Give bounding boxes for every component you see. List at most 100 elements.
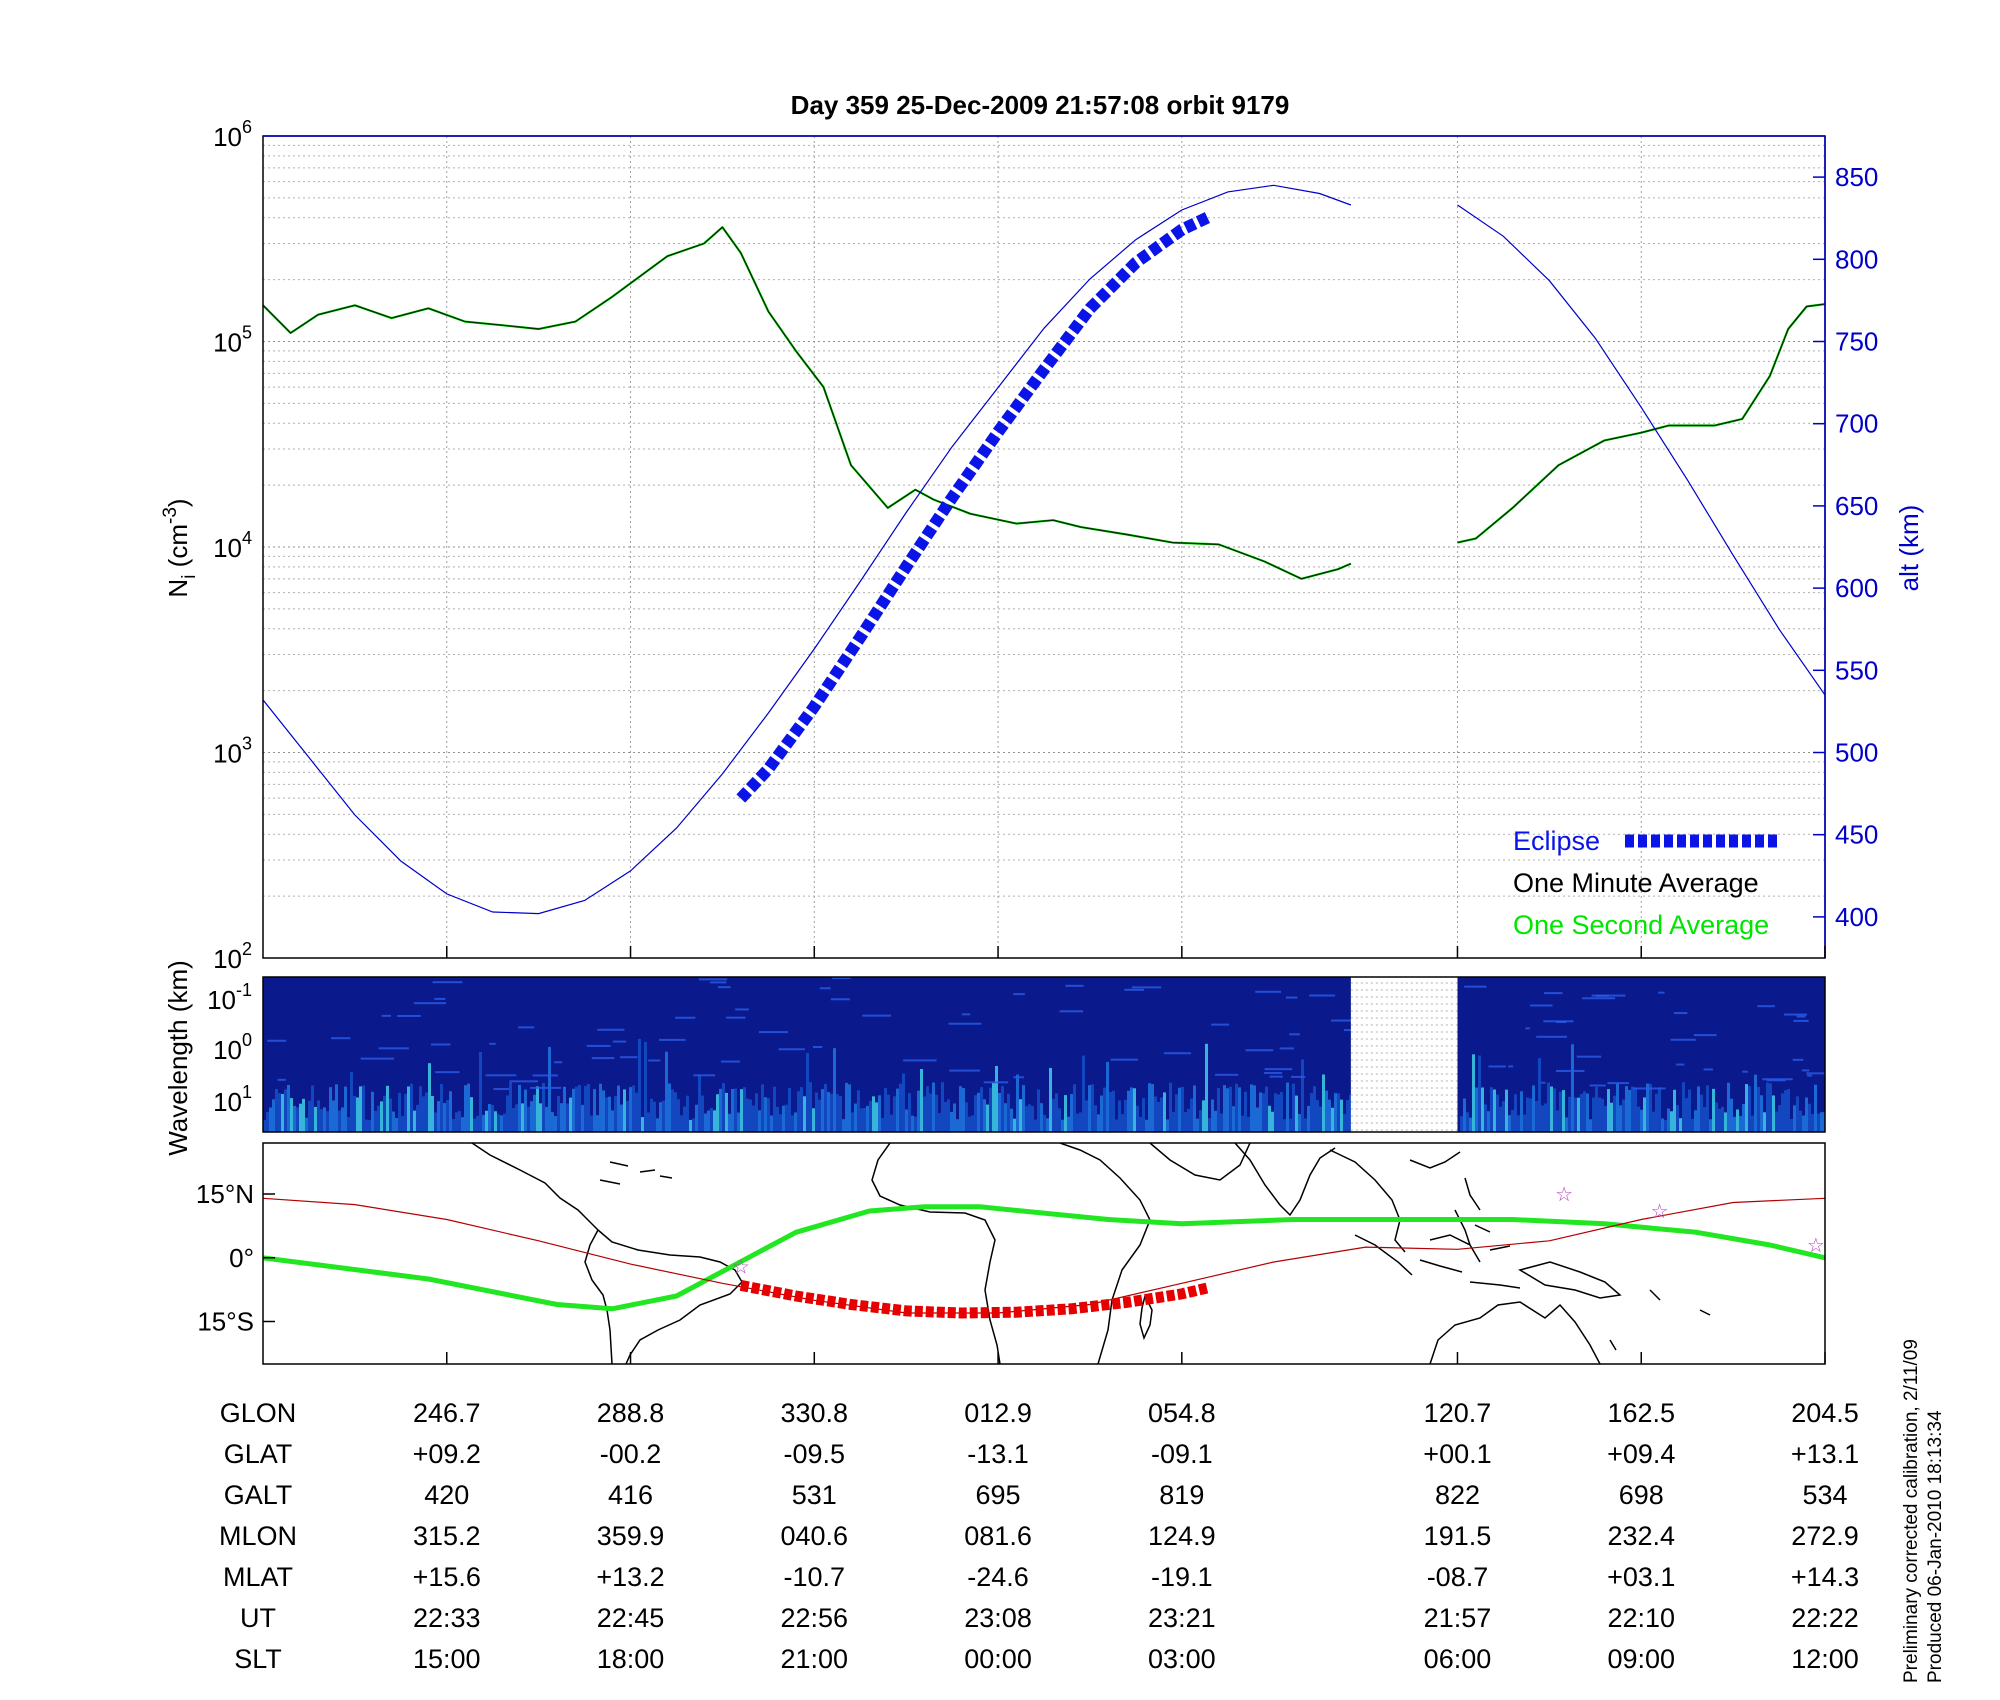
table-cell: 22:45 [597, 1603, 665, 1633]
footnote-line-2: Produced 06-Jan-2010 18:13:34 [1925, 1410, 1946, 1683]
spectrogram-column [851, 1112, 854, 1132]
coast-australia [1429, 1301, 1601, 1364]
spectrogram-column [572, 1088, 575, 1132]
spectrogram-tick-labels: 10-1 100 101 [207, 980, 252, 1117]
spectrogram-column [509, 1082, 512, 1132]
spectrogram-streak [720, 1060, 740, 1063]
spectrogram-streak [1793, 1019, 1809, 1022]
spectrogram-column [1787, 1088, 1790, 1132]
spectrogram-column [365, 1119, 368, 1132]
map-y-tick-label: 15°S [197, 1307, 254, 1337]
spectrogram-streak [1796, 1015, 1806, 1018]
spectrogram-column [1121, 1114, 1124, 1132]
table-cell: 21:57 [1424, 1603, 1492, 1633]
spectrogram-streak [620, 1056, 638, 1059]
spectrogram-column [371, 1091, 374, 1132]
spectrogram-column [1472, 1054, 1475, 1132]
spectrogram-column [1103, 1087, 1106, 1132]
spectrogram-streak [1693, 1034, 1717, 1037]
table-cell: 822 [1435, 1480, 1480, 1510]
spectrogram-streak [1013, 1076, 1024, 1079]
spectrogram-streak [1488, 1065, 1506, 1068]
table-cell: 695 [976, 1480, 1021, 1510]
spectrogram-column [872, 1096, 875, 1132]
spectrogram-column [494, 1111, 497, 1132]
spectrogram-column [1319, 1106, 1322, 1132]
spectrogram-column [491, 1104, 494, 1132]
ground-track-line [263, 1197, 1825, 1314]
spectrogram-column [1640, 1109, 1643, 1132]
spectrogram-column [1781, 1093, 1784, 1132]
spectrogram-column [548, 1046, 551, 1132]
spectrogram-streak [1065, 984, 1084, 987]
spectrogram-column [695, 1104, 698, 1132]
spectrogram-streak [1807, 1074, 1813, 1077]
spectrogram-column [800, 1087, 803, 1132]
table-cell: 416 [608, 1480, 653, 1510]
spectrogram-column [911, 1115, 914, 1132]
spectrogram-column [1175, 1094, 1178, 1132]
spectrogram-streak [591, 1057, 615, 1060]
spectrogram-column [1067, 1116, 1070, 1132]
star-marker: ☆ [1807, 1235, 1825, 1257]
spectrogram-column [362, 1085, 365, 1132]
table-cell: -24.6 [967, 1562, 1029, 1592]
spectrogram-column [638, 1038, 641, 1132]
right-y-tick-label: 550 [1835, 655, 1878, 685]
spectrogram-column [1739, 1116, 1742, 1132]
spectrogram-column [914, 1116, 917, 1132]
table-cell: 330.8 [781, 1398, 849, 1428]
table-cell: 012.9 [964, 1398, 1032, 1428]
spectrogram-column [1202, 1100, 1205, 1132]
spectrogram-column [1214, 1110, 1217, 1132]
spectrogram-streak [1163, 1052, 1192, 1055]
table-cell: 03:00 [1148, 1644, 1216, 1674]
spectrogram-column [1004, 1103, 1007, 1132]
spectrogram-column [707, 1110, 710, 1132]
spectrogram-column [1568, 1096, 1571, 1132]
spectrogram-column [899, 1083, 902, 1132]
spectrogram-streak [1589, 1084, 1606, 1087]
spectrogram-column [806, 1052, 809, 1132]
table-cell: -10.7 [784, 1562, 846, 1592]
spectrogram-column [311, 1085, 314, 1132]
spectrogram-column [692, 1118, 695, 1132]
spectrogram-column [1190, 1098, 1193, 1132]
spectrogram-streak [1291, 1075, 1306, 1078]
spectrogram-column [767, 1098, 770, 1132]
spectrogram-column [335, 1084, 338, 1132]
spectrogram-column [533, 1094, 536, 1132]
table-cell: 534 [1802, 1480, 1847, 1510]
spectrogram-column [989, 1087, 992, 1132]
spectrogram-column [920, 1069, 923, 1132]
spectrogram-streak [378, 1047, 409, 1050]
spectrogram-column [1709, 1119, 1712, 1132]
map-y-tick-label: 0° [229, 1243, 254, 1273]
spectrogram-column [674, 1092, 677, 1132]
spectrogram-column [626, 1100, 629, 1132]
spectrogram-streak [1255, 990, 1282, 993]
spectrogram-column [1019, 1099, 1022, 1132]
table-cell: +03.1 [1607, 1562, 1675, 1592]
spectrogram-column [701, 1095, 704, 1132]
spectrogram-streak [1245, 1049, 1274, 1052]
right-y-tick-label: 700 [1835, 409, 1878, 439]
spectrogram-streak [413, 1002, 447, 1005]
spectrogram-column [812, 1108, 815, 1132]
coast-new-guinea [1518, 1261, 1622, 1299]
spectrogram-streak [1530, 1004, 1553, 1007]
spectrogram-column [287, 1084, 290, 1132]
table-cell: 191.5 [1424, 1521, 1492, 1551]
spectrogram-column [1775, 1111, 1778, 1132]
spectrogram-streak [831, 977, 851, 980]
table-cell: 09:00 [1607, 1644, 1675, 1674]
spectrogram-column [932, 1082, 935, 1132]
table-cell: 120.7 [1424, 1398, 1492, 1428]
spectrogram-column [1712, 1088, 1715, 1132]
spectrogram-streak [1263, 1071, 1283, 1074]
spectrogram-streak [1582, 997, 1616, 1000]
spectrogram-streak [1556, 1069, 1585, 1072]
spectrogram-column [368, 1119, 371, 1132]
spectrogram-column [266, 1111, 269, 1132]
spectrogram-column [770, 1115, 773, 1132]
